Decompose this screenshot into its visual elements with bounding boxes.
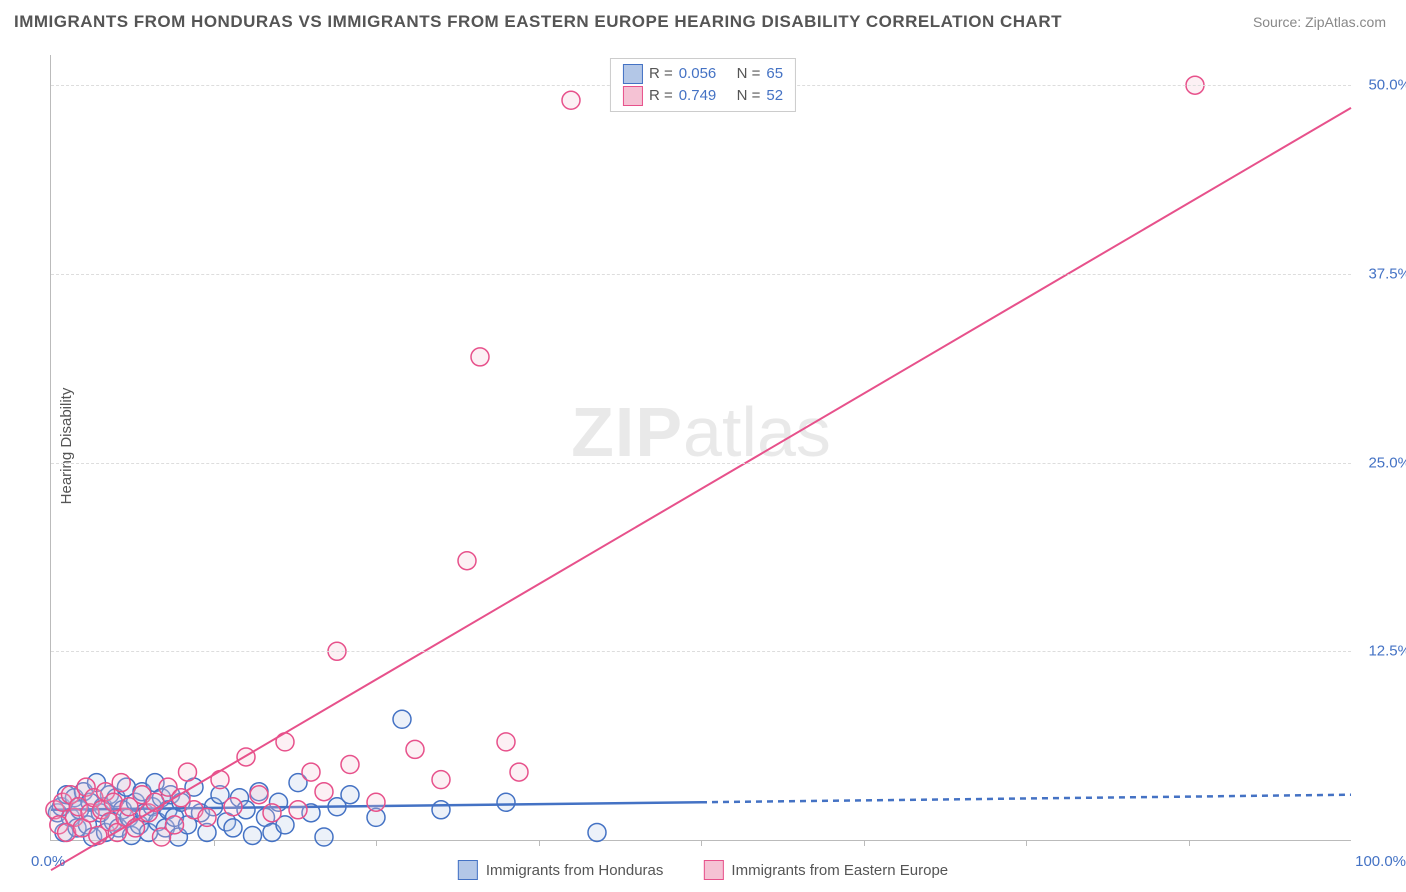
scatter-point bbox=[341, 786, 359, 804]
legend-swatch-blue bbox=[458, 860, 478, 880]
scatter-point bbox=[406, 740, 424, 758]
n-label: N = bbox=[737, 63, 761, 85]
stats-legend: R = 0.056 N = 65 R = 0.749 N = 52 bbox=[610, 58, 796, 112]
source-label: Source: ZipAtlas.com bbox=[1253, 14, 1386, 30]
x-tick bbox=[376, 840, 377, 846]
grid-line bbox=[51, 651, 1351, 652]
r-label: R = bbox=[649, 63, 673, 85]
legend-swatch-pink bbox=[623, 86, 643, 106]
r-value-1: 0.749 bbox=[679, 85, 717, 107]
chart-title: IMMIGRANTS FROM HONDURAS VS IMMIGRANTS F… bbox=[14, 12, 1062, 32]
scatter-point bbox=[497, 793, 515, 811]
series-legend-item-0: Immigrants from Honduras bbox=[458, 860, 664, 880]
scatter-point bbox=[562, 91, 580, 109]
series-legend-item-1: Immigrants from Eastern Europe bbox=[703, 860, 948, 880]
stats-legend-row-0: R = 0.056 N = 65 bbox=[623, 63, 783, 85]
series-label-0: Immigrants from Honduras bbox=[486, 862, 664, 879]
scatter-point bbox=[211, 771, 229, 789]
x-tick bbox=[864, 840, 865, 846]
scatter-point bbox=[250, 786, 268, 804]
regression-line-dashed bbox=[701, 795, 1351, 803]
scatter-point bbox=[588, 823, 606, 841]
scatter-point bbox=[315, 783, 333, 801]
scatter-point bbox=[166, 816, 184, 834]
stats-legend-row-1: R = 0.749 N = 52 bbox=[623, 85, 783, 107]
y-tick-label: 12.5% bbox=[1368, 643, 1406, 660]
scatter-point bbox=[432, 771, 450, 789]
scatter-point bbox=[244, 826, 262, 844]
scatter-point bbox=[112, 774, 130, 792]
n-value-1: 52 bbox=[766, 85, 783, 107]
x-tick bbox=[539, 840, 540, 846]
scatter-point bbox=[471, 348, 489, 366]
n-label: N = bbox=[737, 85, 761, 107]
scatter-point bbox=[510, 763, 528, 781]
scatter-point bbox=[432, 801, 450, 819]
scatter-point bbox=[497, 733, 515, 751]
scatter-point bbox=[315, 828, 333, 846]
scatter-point bbox=[179, 763, 197, 781]
plot-svg bbox=[51, 55, 1351, 840]
scatter-point bbox=[393, 710, 411, 728]
scatter-point bbox=[289, 801, 307, 819]
x-tick bbox=[1189, 840, 1190, 846]
y-tick-label: 50.0% bbox=[1368, 77, 1406, 94]
scatter-point bbox=[367, 793, 385, 811]
series-label-1: Immigrants from Eastern Europe bbox=[731, 862, 948, 879]
x-tick-label: 100.0% bbox=[1355, 853, 1406, 870]
scatter-point bbox=[302, 763, 320, 781]
scatter-point bbox=[224, 798, 242, 816]
scatter-point bbox=[341, 756, 359, 774]
r-label: R = bbox=[649, 85, 673, 107]
chart-container: IMMIGRANTS FROM HONDURAS VS IMMIGRANTS F… bbox=[0, 0, 1406, 892]
r-value-0: 0.056 bbox=[679, 63, 717, 85]
series-legend: Immigrants from Honduras Immigrants from… bbox=[458, 860, 948, 880]
x-tick bbox=[214, 840, 215, 846]
y-tick-label: 37.5% bbox=[1368, 265, 1406, 282]
x-tick-label: 0.0% bbox=[31, 853, 65, 870]
legend-swatch-pink bbox=[703, 860, 723, 880]
scatter-point bbox=[263, 804, 281, 822]
scatter-point bbox=[198, 808, 216, 826]
legend-swatch-blue bbox=[623, 64, 643, 84]
grid-line bbox=[51, 463, 1351, 464]
regression-line bbox=[51, 108, 1351, 870]
x-tick bbox=[701, 840, 702, 846]
y-tick-label: 25.0% bbox=[1368, 454, 1406, 471]
scatter-point bbox=[458, 552, 476, 570]
grid-line bbox=[51, 274, 1351, 275]
scatter-point bbox=[224, 819, 242, 837]
x-tick bbox=[1026, 840, 1027, 846]
n-value-0: 65 bbox=[766, 63, 783, 85]
plot-area: ZIPatlas 12.5%25.0%37.5%50.0%0.0%100.0% bbox=[50, 55, 1351, 841]
